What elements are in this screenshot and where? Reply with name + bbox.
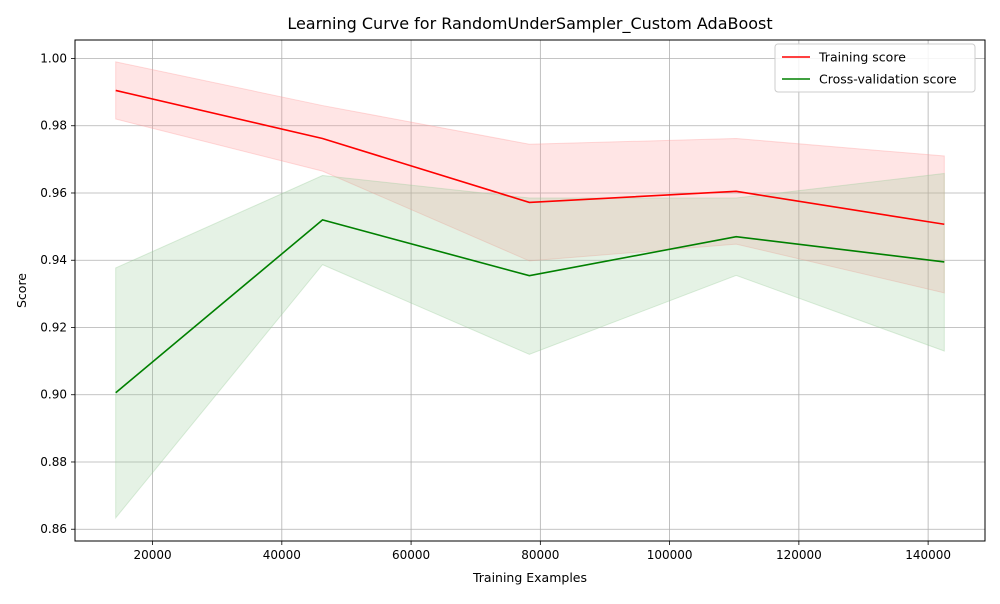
x-tick-label: 40000 bbox=[263, 548, 301, 562]
y-tick-label: 0.88 bbox=[40, 455, 67, 469]
x-tick-label: 20000 bbox=[133, 548, 171, 562]
y-tick-label: 0.98 bbox=[40, 119, 67, 133]
line-layer bbox=[115, 89, 945, 394]
tick-layer: 20000 40000 60000 80000 100000 120000 140000 0.… bbox=[40, 51, 951, 562]
grid-layer bbox=[75, 40, 985, 541]
x-axis-label: Training Examples bbox=[472, 570, 587, 585]
x-tick-label: 80000 bbox=[521, 548, 559, 562]
x-tick-label: 120000 bbox=[776, 548, 822, 562]
legend-label: Training score bbox=[818, 50, 906, 65]
legend-box bbox=[774, 43, 976, 93]
series-0-line bbox=[115, 89, 945, 226]
y-tick-label: 1.00 bbox=[40, 51, 67, 65]
y-tick-label: 0.86 bbox=[40, 522, 67, 536]
legend: Training score Cross-validation score bbox=[774, 43, 976, 93]
legend-label: Cross-validation score bbox=[819, 72, 957, 87]
band-layer bbox=[115, 61, 945, 520]
y-tick-label: 0.96 bbox=[40, 186, 67, 200]
y-tick-label: 0.90 bbox=[40, 388, 67, 402]
x-tick-label: 60000 bbox=[392, 548, 430, 562]
y-tick-label: 0.92 bbox=[40, 320, 67, 334]
series-0-band bbox=[115, 61, 945, 294]
chart-title: Learning Curve for RandomUnderSampler_Cu… bbox=[287, 14, 772, 34]
plot-frame bbox=[74, 39, 986, 542]
y-tick-label: 0.94 bbox=[40, 253, 67, 267]
y-axis-label: Score bbox=[14, 273, 29, 308]
x-tick-label: 140000 bbox=[905, 548, 951, 562]
x-tick-label: 100000 bbox=[647, 548, 693, 562]
series-1-band bbox=[115, 172, 945, 520]
series-1-line bbox=[115, 219, 945, 394]
